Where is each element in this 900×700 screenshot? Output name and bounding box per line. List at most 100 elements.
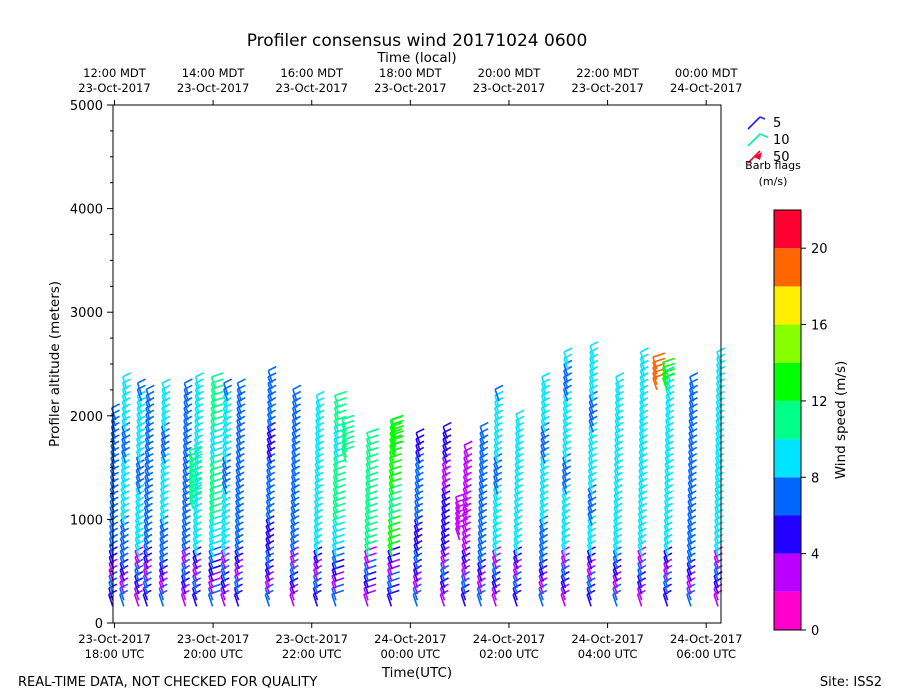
wind-barb-staff [639,407,645,421]
wind-barb-staff [560,550,567,564]
wind-barb-staff [136,420,142,433]
wind-barb-staff [135,507,141,520]
wind-barb-staff [182,444,189,458]
wind-barb-staff [331,594,337,607]
wind-barb-staff [388,500,394,514]
wind-barb-staff [390,429,397,442]
wind-barb-staff [143,532,149,545]
wind-profile [491,384,504,607]
wind-barb-staff [183,426,189,439]
bottom-tick-date: 23-Oct-2017 [276,632,348,646]
wind-profile [289,384,302,607]
wind-barb-staff [652,367,658,380]
wind-barb-staff [587,463,594,477]
wind-barb-staff [587,482,594,495]
wind-barb-staff [454,507,461,520]
wind-barb-staff [413,544,419,557]
wind-barb-staff [331,575,337,589]
wind-barb-staff [492,538,498,551]
wind-barb-staff [145,395,151,408]
wind-barb-staff [686,556,693,570]
wind-barb-staff [540,420,547,433]
wind-barb-staff [562,389,569,402]
wind-barb-staff [494,401,500,414]
wind-barb-staff [222,401,229,414]
wind-barb-staff [686,575,692,589]
wind-barb-staff [142,587,149,601]
wind-barb-staff [492,488,499,502]
wind-barb-staff [209,463,216,477]
wind-barb-staff [540,451,546,464]
wind-barb-staff [194,382,201,396]
wind-barb-staff [663,550,669,564]
wind-barb-staff [562,457,568,470]
wind-barb-staff [188,481,195,494]
wind-barb-staff [388,488,394,502]
wind-barb-staff [638,482,644,495]
wind-barb-staff [586,581,592,595]
wind-barb-staff [194,395,201,408]
colorbar-bin [774,248,801,287]
wind-barb-staff [120,513,126,526]
wind-barb-staff [313,538,319,551]
wind-barb-staff [612,594,618,607]
wind-barb-feather [666,365,675,372]
wind-barb-staff [265,488,272,502]
wind-barb-staff [664,494,670,508]
y-axis-label: Profiler altitude (meters) [47,281,63,447]
wind-barb-staff [333,401,340,414]
top-tick-date: 24-Oct-2017 [670,81,742,95]
wind-barb-staff [688,413,695,427]
wind-barb-staff [665,389,671,402]
wind-barb-staff [133,594,140,607]
wind-barb-staff [365,476,371,489]
wind-barb-staff [221,500,227,514]
wind-barb-staff [613,488,620,502]
top-tick-time: 22:00 MDT [576,66,640,80]
wind-barb-staff [208,538,215,551]
wind-barb-staff [388,457,395,470]
wind-barb-staff [364,525,370,539]
wind-barb-staff [687,507,693,520]
wind-barb-staff [331,563,338,576]
wind-barb-staff [514,469,520,483]
wind-barb-staff [639,395,645,408]
wind-barb-staff [144,476,150,489]
wind-barb-staff [266,463,272,477]
wind-barb-staff [664,432,671,446]
wind-barb-staff [134,581,140,595]
wind-barb-staff [221,513,227,526]
wind-barb-staff [562,438,568,452]
wind-barb-staff [493,463,499,477]
wind-barb-staff [333,451,339,464]
wind-barb-staff [476,587,483,601]
wind-barb-staff [222,432,228,446]
wind-barb-feather [442,421,452,428]
wind-barb-staff [160,482,166,495]
wind-barb-staff [265,544,271,557]
wind-barb-staff [313,513,320,526]
wind-barb-staff [333,407,340,421]
top-axis-label: Time (local) [376,50,456,66]
wind-barb-staff [637,563,643,576]
wind-barb-staff [587,507,593,520]
wind-barb-staff [121,426,127,439]
wind-barb-staff [613,500,619,514]
wind-barb-staff [664,438,671,452]
wind-barb-staff [614,401,621,414]
wind-barb-staff [477,550,483,564]
wind-barb-staff [714,507,720,520]
wind-barb-staff [714,500,720,514]
wind-barb-staff [208,569,214,582]
wind-barb-staff [289,556,296,570]
wind-barb-staff [120,457,127,470]
wind-barb-staff [366,432,372,446]
top-tick-date: 23-Oct-2017 [473,81,545,95]
wind-profile [636,347,649,607]
wind-barb-staff [265,507,272,520]
wind-barb-staff [313,519,320,533]
wind-barb-staff [614,426,620,439]
wind-barb-feather [479,421,489,428]
wind-barb-staff [161,407,167,421]
wind-barb-staff [107,594,114,607]
